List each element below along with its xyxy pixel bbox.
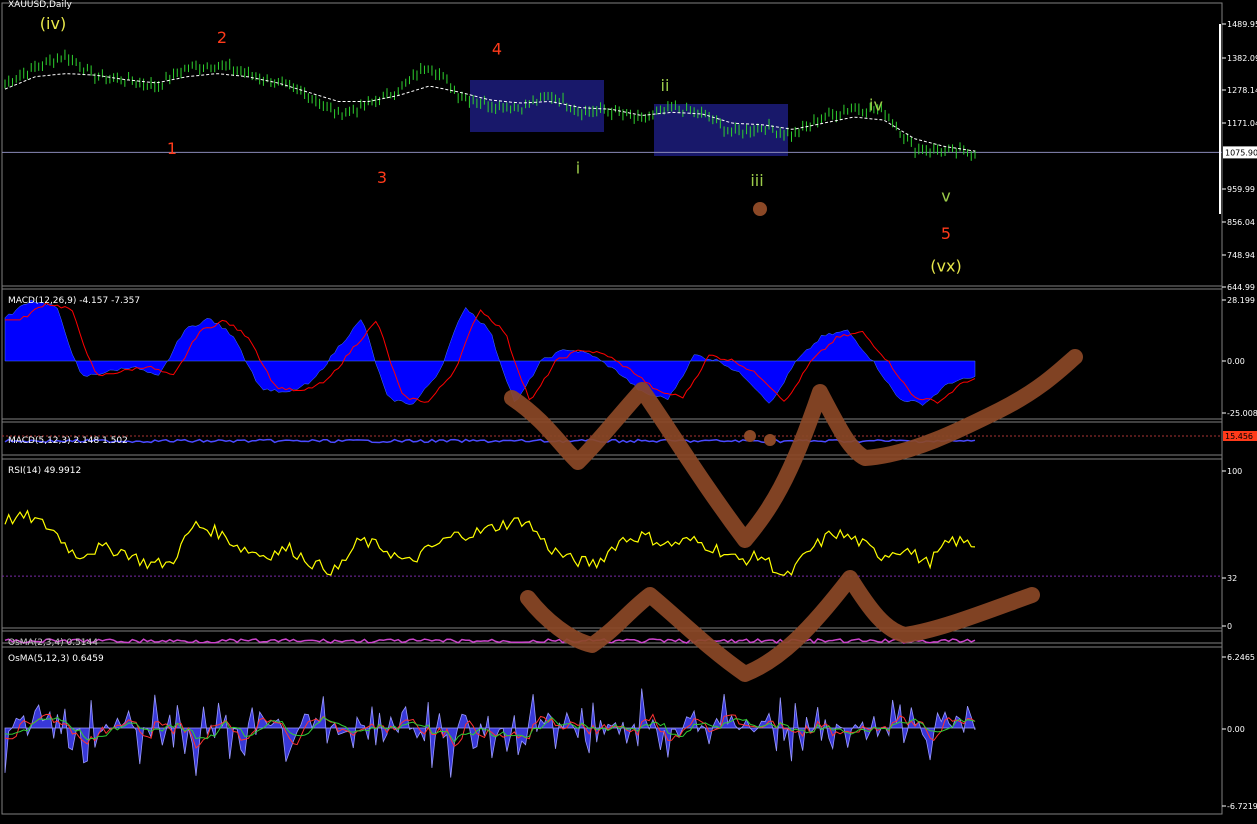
osma-pane-title: OsMA(5,12,3) 0.6459 <box>8 654 104 664</box>
annotation-dot-small <box>744 430 756 442</box>
macd-tick-label: 28.199 <box>1227 296 1255 305</box>
macd2-badge-label: 15.456 <box>1225 432 1253 441</box>
main-tick-label: 1489.95 <box>1227 20 1257 29</box>
wave-label-1: 2 <box>217 28 227 47</box>
rsi-tick-label: 0 <box>1227 622 1232 631</box>
rsi-tick-label: 100 <box>1227 467 1242 476</box>
main-pane-title: XAUUSD,Daily <box>8 0 72 10</box>
rsi-pane-title: RSI(14) 49.9912 <box>8 466 82 476</box>
macd-histogram <box>4 299 976 406</box>
wave-label-0: (iv) <box>40 14 66 33</box>
annotation-dot <box>753 202 767 216</box>
macd2-badge <box>1223 431 1257 441</box>
zone-box-wave-4 <box>470 80 604 132</box>
osma2-pane-title: OsMA(2,3,4) 0.5144 <box>8 638 98 648</box>
osma-signal-green <box>4 716 976 743</box>
price-bars <box>4 49 976 161</box>
osma-tick-label: -6.7219 <box>1227 802 1257 811</box>
pane-frame-rsi <box>1 454 1223 632</box>
main-tick-label: 856.04 <box>1227 218 1255 227</box>
main-tick-label: 1171.04 <box>1227 119 1257 128</box>
pane-frame-main <box>1 2 1223 290</box>
macd2-pane-title: MACD(5,12,3) 2.148 1.502 <box>8 436 128 446</box>
wave-label-8: iv <box>869 95 883 114</box>
wave-label-7: iii <box>750 171 763 190</box>
wave-label-10: 5 <box>941 224 951 243</box>
wave-label-3: 3 <box>377 168 387 187</box>
main-tick-label: 644.99 <box>1227 283 1255 292</box>
wave-label-5: ii <box>661 76 670 95</box>
main-tick-label: 1382.09 <box>1227 54 1257 63</box>
moving-average-line <box>4 73 976 152</box>
wave-label-6: i <box>576 158 580 177</box>
main-tick-label: 748.94 <box>1227 251 1255 260</box>
annotation-dot-small <box>764 434 776 446</box>
price-badge-label: 1075.90 <box>1225 148 1257 157</box>
wave-label-11: (vx) <box>930 256 961 275</box>
zone-box-wave-iii <box>654 104 788 156</box>
price-badge <box>1223 146 1257 159</box>
main-tick-label: 959.99 <box>1227 185 1255 194</box>
main-tick-label: 1278.14 <box>1227 86 1257 95</box>
rsi-line <box>4 509 976 576</box>
wave-label-4: 4 <box>492 39 502 58</box>
annotation-stroke-rsi <box>520 570 1040 682</box>
macd2-line <box>4 438 976 444</box>
osma2-line <box>4 638 976 645</box>
rsi-tick-label: 32 <box>1227 574 1237 583</box>
macd-tick-label: 0.00 <box>1227 357 1245 366</box>
osma-tick-label: 6.2465 <box>1227 653 1255 662</box>
osma-tick-label: 0.00 <box>1227 725 1245 734</box>
annotation-stroke-macd <box>504 349 1083 548</box>
macd-tick-label: -25.008 <box>1227 409 1257 418</box>
macd-pane-title: MACD(12,26,9) -4.157 -7.357 <box>8 296 141 306</box>
wave-label-9: v <box>941 186 950 205</box>
wave-label-2: 1 <box>167 139 177 158</box>
macd-signal-line <box>5 302 976 404</box>
